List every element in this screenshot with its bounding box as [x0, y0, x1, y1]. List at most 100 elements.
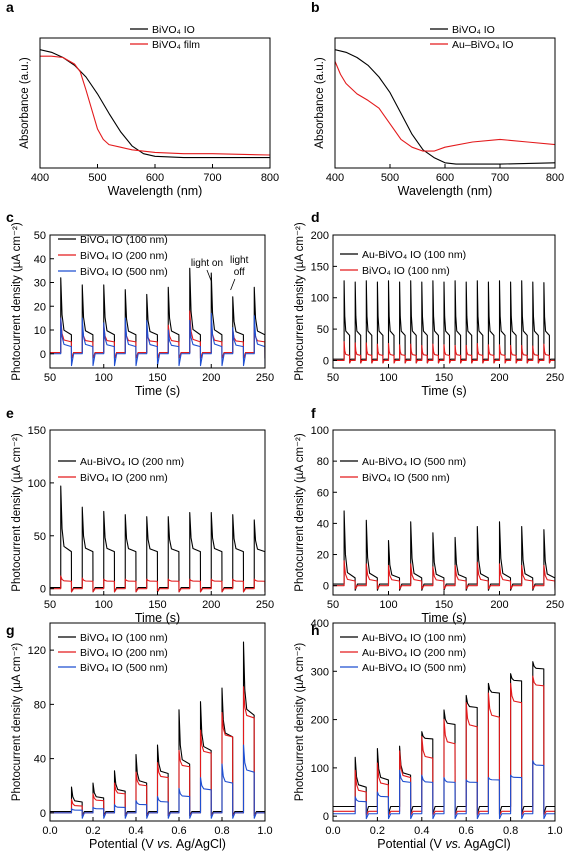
x-axis-label: Time (s): [135, 611, 180, 625]
x-tick-label: 0.0: [42, 825, 57, 837]
series-line-a-0: [40, 49, 270, 159]
legend-entry: BiVO₄ IO (500 nm): [80, 662, 168, 674]
series-line-c-2: [50, 312, 265, 367]
panel-label: c: [6, 209, 14, 225]
x-tick-label: 500: [88, 172, 106, 184]
x-tick-label: 250: [256, 372, 274, 384]
x-tick-label: 0.0: [325, 825, 340, 837]
x-tick-label: 600: [436, 172, 454, 184]
y-axis-label: Photocurrent density (µA cm⁻²): [11, 643, 23, 802]
series-line-b-1: [335, 61, 555, 152]
legend-entry: BiVO₄ IO (500 nm): [80, 266, 168, 278]
x-tick-label: 0.8: [214, 825, 229, 837]
panel-label: a: [6, 0, 14, 15]
x-tick-label: 600: [146, 172, 164, 184]
y-tick-label: 150: [28, 425, 46, 437]
x-tick-label: 200: [202, 599, 220, 611]
panel-label: h: [311, 622, 320, 638]
legend-entry: BiVO₄ IO (200 nm): [80, 647, 168, 659]
panel-label: g: [6, 622, 15, 638]
annotation-arrow: [230, 278, 236, 291]
x-tick-label: 700: [203, 172, 221, 184]
x-tick-label: 0.6: [459, 825, 474, 837]
y-tick-label: 50: [34, 230, 46, 242]
panel-label: e: [6, 405, 14, 421]
x-tick-label: 100: [95, 372, 113, 384]
y-tick-label: 0: [323, 581, 329, 593]
y-axis-label: Photocurrent density (µA cm⁻²): [294, 643, 306, 802]
legend-entry: BiVO₄ IO (200 nm): [80, 250, 168, 262]
legend-entry: BiVO₄ IO (100 nm): [362, 265, 450, 277]
x-tick-label: 250: [546, 599, 564, 611]
y-tick-label: 0: [40, 349, 46, 361]
x-tick-label: 0.6: [171, 825, 186, 837]
annotation-light-off-2: off: [234, 267, 245, 278]
y-tick-label: 20: [317, 550, 329, 562]
y-tick-label: 100: [311, 293, 329, 305]
x-tick-label: 150: [148, 599, 166, 611]
plot-frame: [334, 37, 556, 169]
panel-c: c 50 100 150 200 250 0 10 20 30 40 50 Time (s) Photoc…: [6, 209, 274, 398]
y-axis-label: Absorbance (a.u.): [314, 57, 326, 149]
x-tick-label: 250: [256, 599, 274, 611]
y-axis-label: Photocurrent density (µA cm⁻²): [294, 222, 306, 381]
y-tick-label: 80: [34, 699, 46, 711]
panel-b: b 400 500 600 700 800 Wavelength (nm) Absorbanc…: [311, 0, 564, 198]
legend-entry: Au-BiVO₄ IO (200 nm): [362, 647, 466, 659]
annotation-arrow: [206, 269, 212, 282]
annotation-light-on: light on: [191, 258, 223, 269]
y-tick-label: 100: [28, 478, 46, 490]
series-line-g-1: [50, 686, 265, 817]
x-tick-label: 800: [261, 172, 279, 184]
annotation-light-off: light: [230, 255, 249, 266]
y-tick-label: 200: [311, 715, 329, 727]
panel-label: b: [311, 0, 320, 15]
x-tick-label: 800: [546, 172, 564, 184]
x-tick-label: 150: [435, 372, 453, 384]
x-axis-label: Time (s): [421, 384, 466, 398]
x-tick-label: 0.4: [414, 825, 429, 837]
x-axis-label: Potential (V vs. AgAgCl): [377, 837, 510, 851]
x-tick-label: 100: [95, 599, 113, 611]
panel-h: h 0.0 0.2 0.4 0.6 0.8 1.0 0 100 200 300 400 Potentia…: [294, 618, 563, 851]
x-tick-label: 400: [31, 172, 49, 184]
y-tick-label: 40: [317, 518, 329, 530]
legend-entry: Au-BiVO₄ IO (100 nm): [362, 632, 466, 644]
y-axis-label: Photocurrent density (µA cm⁻²): [11, 222, 23, 381]
y-axis-label: Absorbance (a.u.): [19, 57, 31, 149]
panel-g: g 0.0 0.2 0.4 0.6 0.8 1.0 0 40 80 120 Potential (V …: [6, 622, 273, 851]
legend-entry: Au-BiVO₄ IO (500 nm): [362, 456, 466, 468]
x-axis-label: Time (s): [135, 384, 180, 398]
x-tick-label: 500: [381, 172, 399, 184]
panel-a: a 400 500 600 700 800 Wavelength (nm) Absorbanc…: [6, 0, 279, 198]
x-tick-label: 150: [435, 599, 453, 611]
y-tick-label: 100: [311, 425, 329, 437]
x-tick-label: 50: [327, 372, 339, 384]
series-line-a-1: [40, 55, 270, 156]
plot-frame: [332, 622, 556, 822]
legend-entry: BiVO₄ IO (500 nm): [362, 472, 450, 484]
legend-entry: Au-BiVO₄ IO (500 nm): [362, 662, 466, 674]
legend-entry: Au–BiVO₄ IO: [452, 39, 513, 51]
x-tick-label: 50: [44, 372, 56, 384]
series-line-d-1: [333, 341, 555, 364]
panel-d: d 50 100 150 200 250 0 50 100 150 200 Time (s) Photo…: [294, 209, 564, 398]
series-line-e-1: [50, 575, 265, 593]
series-line-f-0: [333, 510, 555, 591]
panel-f: f 50 100 150 200 250 0 20 40 60 80 100 Time (s) Photo…: [294, 405, 564, 625]
y-tick-label: 0: [323, 355, 329, 367]
x-tick-label: 0.2: [85, 825, 100, 837]
y-axis-label: Photocurrent density (µA cm⁻²): [294, 433, 306, 592]
y-tick-label: 30: [34, 278, 46, 290]
y-tick-label: 0: [40, 808, 46, 820]
series-line-h-0: [333, 661, 555, 815]
y-tick-label: 100: [311, 763, 329, 775]
y-axis-label: Photocurrent density (µA cm⁻²): [11, 433, 23, 592]
y-tick-label: 20: [34, 301, 46, 313]
y-tick-label: 0: [40, 584, 46, 596]
x-axis-label: Wavelength (nm): [108, 184, 203, 198]
x-tick-label: 50: [327, 599, 339, 611]
x-axis-label: Wavelength (nm): [398, 184, 493, 198]
